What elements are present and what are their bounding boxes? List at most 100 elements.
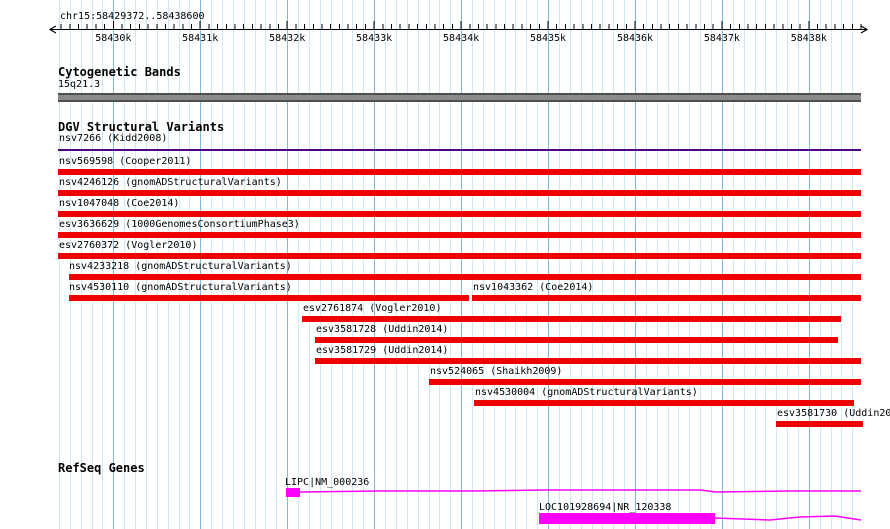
gene-exon[interactable] bbox=[286, 488, 300, 497]
minor-gridline bbox=[124, 0, 126, 529]
minor-gridline bbox=[243, 0, 245, 529]
minor-gridline bbox=[602, 0, 604, 529]
cytoband-name: 15q21.3 bbox=[58, 79, 101, 90]
region-title: chr15:58429372..58438600 bbox=[60, 11, 205, 22]
variant-label[interactable]: nsv4530110 (gnomADStructuralVariants) bbox=[69, 282, 292, 293]
variant-bar[interactable] bbox=[474, 400, 854, 406]
minor-gridline bbox=[526, 0, 528, 529]
variant-label[interactable]: esv2761874 (Vogler2010) bbox=[303, 303, 442, 314]
gene-label[interactable]: LIPC|NM_000236 bbox=[285, 477, 370, 488]
ruler-tick-label: 58435k bbox=[529, 33, 567, 44]
minor-gridline bbox=[798, 0, 799, 529]
minor-gridline bbox=[678, 0, 680, 529]
variant-label[interactable]: esv2760372 (Vogler2010) bbox=[59, 240, 198, 251]
minor-gridline bbox=[558, 0, 560, 529]
variant-line-bar[interactable] bbox=[58, 149, 861, 151]
minor-gridline bbox=[613, 0, 615, 529]
variant-bar[interactable] bbox=[58, 190, 861, 196]
variant-bar[interactable] bbox=[776, 421, 863, 427]
ruler-left-arrow-icon bbox=[48, 25, 57, 34]
minor-gridline bbox=[787, 0, 789, 529]
minor-gridline bbox=[537, 0, 539, 529]
ruler-tick-label: 58437k bbox=[703, 33, 740, 44]
minor-gridline bbox=[700, 0, 702, 529]
minor-gridline bbox=[265, 0, 267, 529]
minor-gridline bbox=[395, 0, 397, 529]
cytoband-bar[interactable] bbox=[58, 93, 861, 102]
minor-gridline bbox=[580, 0, 582, 529]
variant-bar[interactable] bbox=[69, 274, 861, 280]
major-gridline bbox=[374, 0, 376, 529]
variant-bar[interactable] bbox=[58, 211, 861, 217]
major-gridline bbox=[200, 0, 202, 529]
minor-gridline bbox=[135, 0, 136, 529]
variant-bar[interactable] bbox=[58, 169, 861, 175]
minor-gridline bbox=[830, 0, 832, 529]
variant-bar[interactable] bbox=[315, 358, 861, 364]
minor-gridline bbox=[667, 0, 669, 529]
minor-gridline bbox=[189, 0, 191, 529]
minor-gridline bbox=[102, 0, 104, 529]
minor-gridline bbox=[776, 0, 778, 529]
variant-label[interactable]: nsv1047048 (Coe2014) bbox=[59, 198, 180, 209]
minor-gridline bbox=[732, 0, 734, 529]
minor-gridline bbox=[363, 0, 365, 529]
major-gridline bbox=[635, 0, 636, 529]
variant-label[interactable]: esv3636629 (1000GenomesConsortiumPhase3) bbox=[59, 219, 300, 230]
minor-gridline bbox=[211, 0, 213, 529]
minor-gridline bbox=[385, 0, 386, 529]
variant-bar[interactable] bbox=[429, 379, 861, 385]
minor-gridline bbox=[80, 0, 82, 529]
minor-gridline bbox=[743, 0, 745, 529]
minor-gridline bbox=[645, 0, 647, 529]
variant-bar[interactable] bbox=[472, 295, 861, 301]
minor-gridline bbox=[624, 0, 626, 529]
minor-gridline bbox=[852, 0, 854, 529]
ruler-tick-label: 58434k bbox=[443, 33, 480, 44]
minor-gridline bbox=[59, 0, 60, 529]
variant-bar[interactable] bbox=[58, 253, 861, 259]
gene-exon[interactable] bbox=[539, 513, 715, 524]
minor-gridline bbox=[656, 0, 658, 529]
variant-label[interactable]: nsv4246126 (gnomADStructuralVariants) bbox=[59, 177, 282, 188]
major-gridline bbox=[548, 0, 549, 529]
ruler-tick-label: 58430k bbox=[95, 33, 132, 44]
minor-gridline bbox=[841, 0, 843, 529]
minor-gridline bbox=[754, 0, 756, 529]
variant-label[interactable]: nsv4233218 (gnomADStructuralVariants) bbox=[69, 261, 292, 272]
variant-label[interactable]: esv3581728 (Uddin2014) bbox=[316, 324, 449, 335]
variant-bar[interactable] bbox=[58, 232, 861, 238]
minor-gridline bbox=[493, 0, 495, 529]
minor-gridline bbox=[156, 0, 158, 529]
minor-gridline bbox=[298, 0, 300, 529]
minor-gridline bbox=[232, 0, 234, 529]
variant-label[interactable]: esv3581730 (Uddin2014) bbox=[777, 408, 890, 419]
gene-label[interactable]: LOC101928694|NR_120338 bbox=[539, 502, 672, 513]
minor-gridline bbox=[222, 0, 223, 529]
ruler-tick-label: 58432k bbox=[269, 33, 306, 44]
variant-label[interactable]: nsv1043362 (Coe2014) bbox=[473, 282, 594, 293]
minor-gridline bbox=[69, 0, 71, 529]
variant-label[interactable]: esv3581729 (Uddin2014) bbox=[316, 345, 449, 356]
minor-gridline bbox=[428, 0, 430, 529]
minor-gridline bbox=[330, 0, 332, 529]
minor-gridline bbox=[439, 0, 441, 529]
variant-label[interactable]: nsv524065 (Shaikh2009) bbox=[430, 366, 563, 377]
minor-gridline bbox=[711, 0, 712, 529]
variant-bar[interactable] bbox=[315, 337, 838, 343]
variant-bar[interactable] bbox=[69, 295, 469, 301]
variant-label[interactable]: nsv569598 (Cooper2011) bbox=[59, 156, 192, 167]
variant-label[interactable]: nsv4530004 (gnomADStructuralVariants) bbox=[475, 387, 698, 398]
minor-gridline bbox=[352, 0, 354, 529]
variant-bar[interactable] bbox=[302, 316, 841, 322]
minor-gridline bbox=[406, 0, 408, 529]
minor-gridline bbox=[515, 0, 517, 529]
cytogenetic-bands-heading: Cytogenetic Bands bbox=[58, 65, 181, 79]
major-gridline bbox=[808, 0, 810, 529]
minor-gridline bbox=[276, 0, 278, 529]
minor-gridline bbox=[504, 0, 506, 529]
dgv-structural-variants-heading: DGV Structural Variants bbox=[58, 120, 225, 134]
minor-gridline bbox=[482, 0, 484, 529]
variant-label[interactable]: nsv7266 (Kidd2008) bbox=[59, 133, 168, 144]
